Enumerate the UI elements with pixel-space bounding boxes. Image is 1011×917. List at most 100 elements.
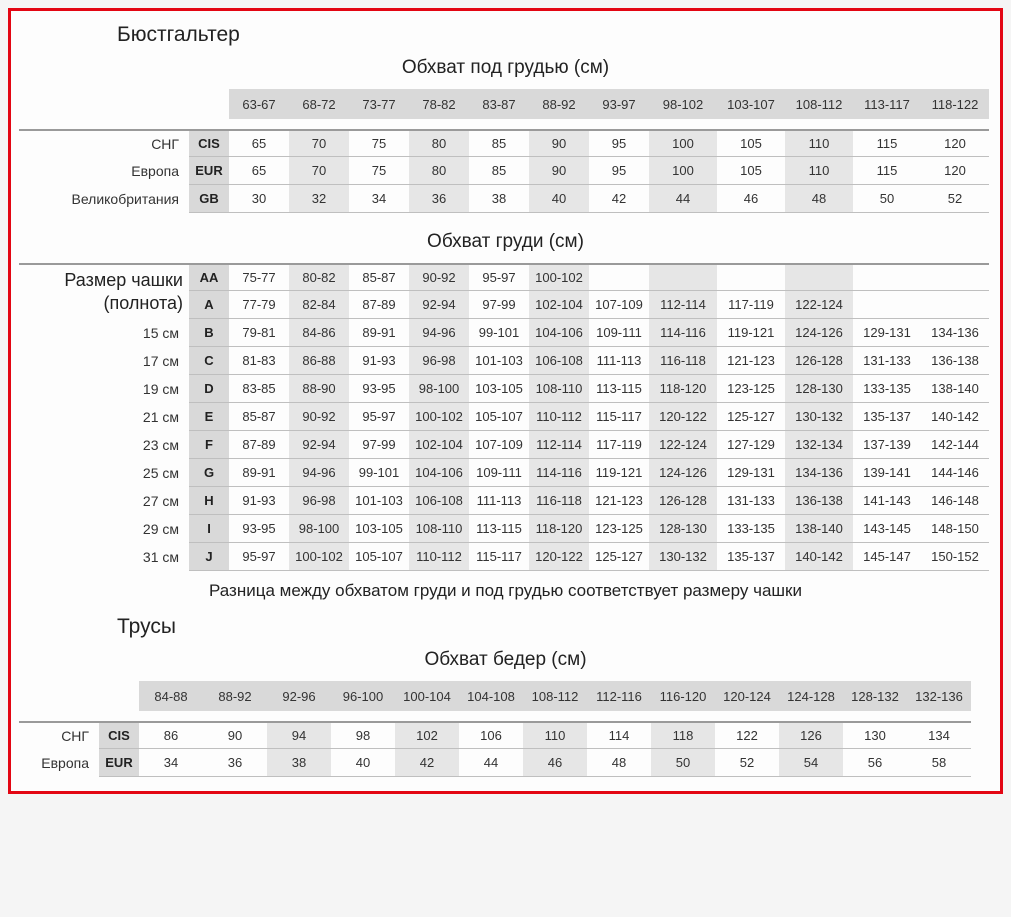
table-cell: 111-113: [469, 487, 529, 515]
table-cell: 103-107: [717, 89, 785, 119]
table-cell: 94: [267, 721, 331, 749]
table-cell: 75: [349, 157, 409, 185]
table-cell: 112-114: [649, 291, 717, 319]
table-cell: 117-119: [589, 431, 649, 459]
table-cell: 130-132: [649, 543, 717, 571]
table-cell: 121-123: [589, 487, 649, 515]
table-cell: 128-130: [785, 375, 853, 403]
table-cell: 86: [139, 721, 203, 749]
table-cell: 95-97: [229, 543, 289, 571]
bust-heading: Обхват груди (см): [19, 231, 992, 253]
table-cell: 134-136: [785, 459, 853, 487]
table-cell: 92-94: [289, 431, 349, 459]
table-cell: 130: [843, 721, 907, 749]
table-cell: 34: [349, 185, 409, 213]
table-cell: 95-97: [469, 263, 529, 291]
table-cell: 100: [649, 129, 717, 157]
table-cell: СНГ: [19, 129, 189, 157]
table-cell: [409, 119, 469, 129]
table-cell: [459, 711, 523, 721]
table-cell: 101-103: [349, 487, 409, 515]
table-cell: 21 см: [19, 403, 189, 431]
table-cell: 70: [289, 129, 349, 157]
table-cell: 116-120: [651, 681, 715, 711]
table-cell: 128-132: [843, 681, 907, 711]
table-cell: 135-137: [853, 403, 921, 431]
table-cell: 124-126: [649, 459, 717, 487]
table-cell: 48: [587, 749, 651, 777]
table-cell: 90: [529, 157, 589, 185]
table-cell: 92-94: [409, 291, 469, 319]
table-cell: 88-92: [203, 681, 267, 711]
table-cell: 108-112: [523, 681, 587, 711]
table-cell: 129-131: [717, 459, 785, 487]
table-cell: 46: [523, 749, 587, 777]
table-cell: 80-82: [289, 263, 349, 291]
table-cell: 56: [843, 749, 907, 777]
size-chart-frame: Бюстгальтер Обхват под грудью (см) 63-67…: [8, 8, 1003, 794]
table-cell: [469, 119, 529, 129]
table-cell: 89-91: [229, 459, 289, 487]
table-cell: 99-101: [469, 319, 529, 347]
table-cell: 36: [203, 749, 267, 777]
table-cell: 139-141: [853, 459, 921, 487]
table-cell: 65: [229, 129, 289, 157]
table-cell: 97-99: [349, 431, 409, 459]
cup-side-label: Размер чашки(полнота): [19, 263, 189, 319]
table-cell: [395, 711, 459, 721]
table-cell: 105: [717, 129, 785, 157]
table-cell: 30: [229, 185, 289, 213]
table-cell: [921, 291, 989, 319]
table-cell: [853, 119, 921, 129]
table-cell: EUR: [189, 157, 229, 185]
table-cell: 141-143: [853, 487, 921, 515]
table-cell: [99, 681, 139, 711]
table-cell: 93-95: [229, 515, 289, 543]
table-cell: [139, 711, 203, 721]
table-cell: 113-117: [853, 89, 921, 119]
table-cell: 129-131: [853, 319, 921, 347]
table-cell: [529, 119, 589, 129]
table-cell: [779, 711, 843, 721]
table-cell: 122-124: [649, 431, 717, 459]
table-cell: 100-102: [529, 263, 589, 291]
table-cell: [189, 89, 229, 119]
table-cell: 91-93: [349, 347, 409, 375]
table-cell: 120: [921, 157, 989, 185]
table-cell: 104-108: [459, 681, 523, 711]
table-cell: CIS: [189, 129, 229, 157]
table-cell: 65: [229, 157, 289, 185]
cup-side-label-line2: (полнота): [104, 293, 183, 313]
panty-table: 84-8888-9292-9696-100100-104104-108108-1…: [19, 681, 971, 777]
table-cell: 137-139: [853, 431, 921, 459]
table-cell: 114: [587, 721, 651, 749]
table-cell: 82-84: [289, 291, 349, 319]
table-cell: 127-129: [717, 431, 785, 459]
table-cell: 58: [907, 749, 971, 777]
table-cell: 80: [409, 157, 469, 185]
table-cell: G: [189, 459, 229, 487]
table-cell: 116-118: [649, 347, 717, 375]
table-cell: AA: [189, 263, 229, 291]
table-cell: 136-138: [785, 487, 853, 515]
table-cell: 95: [589, 129, 649, 157]
table-cell: 17 см: [19, 347, 189, 375]
table-cell: 50: [853, 185, 921, 213]
table-cell: [907, 711, 971, 721]
table-cell: 90: [529, 129, 589, 157]
table-cell: 68-72: [289, 89, 349, 119]
table-cell: [715, 711, 779, 721]
table-cell: 122: [715, 721, 779, 749]
table-cell: 120-122: [529, 543, 589, 571]
table-cell: [649, 119, 717, 129]
table-cell: 126-128: [649, 487, 717, 515]
table-cell: 78-82: [409, 89, 469, 119]
table-cell: 44: [459, 749, 523, 777]
table-cell: 40: [529, 185, 589, 213]
table-cell: 95-97: [349, 403, 409, 431]
table-cell: 124-128: [779, 681, 843, 711]
table-cell: [589, 263, 649, 291]
table-cell: [587, 711, 651, 721]
table-cell: 23 см: [19, 431, 189, 459]
table-cell: 140-142: [785, 543, 853, 571]
